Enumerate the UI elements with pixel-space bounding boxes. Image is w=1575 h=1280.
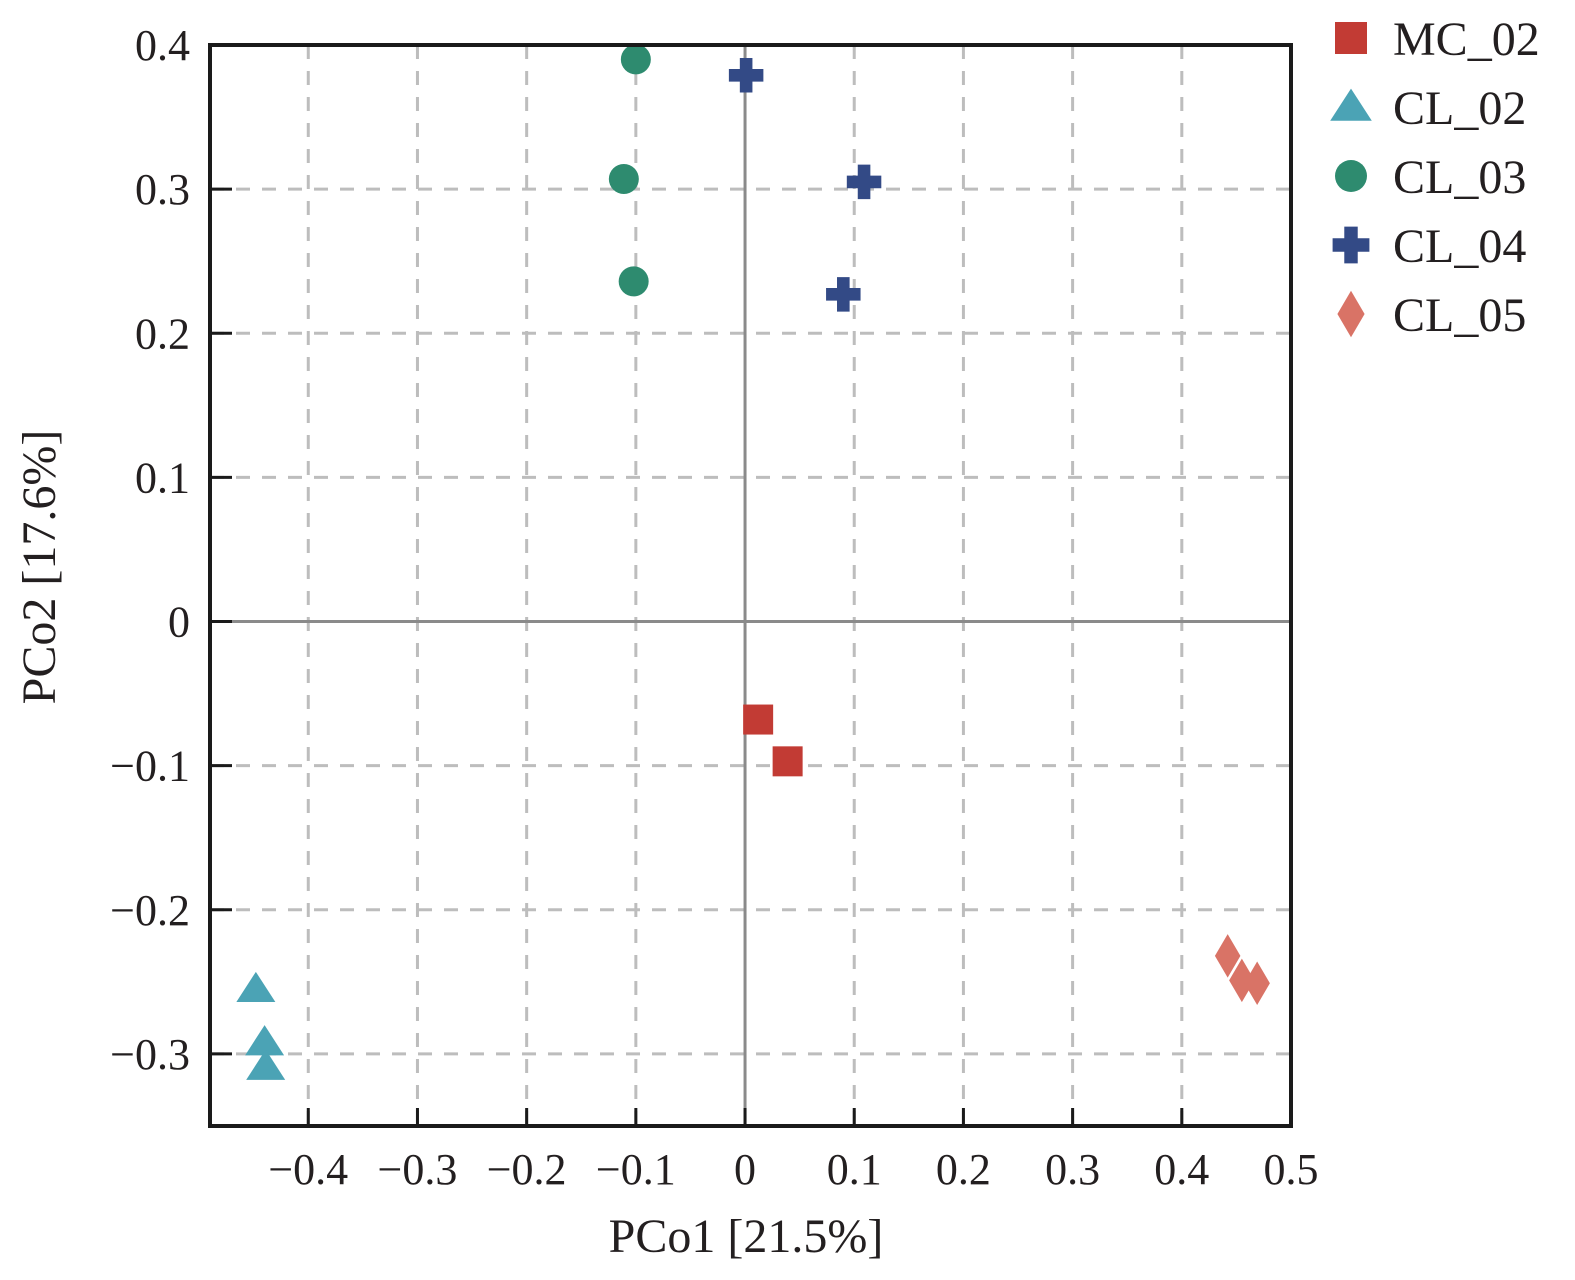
y-tick-label: 0.4	[135, 21, 190, 70]
x-axis-ticks: −0.4 −0.3 −0.2 −0.1 0 0.1 0.2 0.3 0.4 0.5	[268, 1108, 1319, 1194]
x-tick-label: −0.2	[487, 1145, 567, 1194]
data-points	[236, 44, 1270, 1080]
x-tick-label: −0.3	[378, 1145, 458, 1194]
data-point-cl-03	[618, 266, 649, 297]
zero-lines	[210, 45, 1291, 1126]
legend-item: MC_02	[1335, 13, 1540, 66]
y-tick-label: 0	[168, 598, 190, 647]
x-tick-label: 0.3	[1045, 1145, 1100, 1194]
data-point-cl-05	[1244, 961, 1270, 1006]
x-tick-label: −0.1	[596, 1145, 676, 1194]
legend-item: CL_02	[1330, 82, 1526, 135]
data-point-mc-02	[743, 704, 774, 735]
data-point-cl-02	[246, 1049, 286, 1080]
legend-marker-triangle	[1330, 88, 1372, 121]
data-point-cl-05	[1214, 934, 1241, 978]
y-tick-label: 0.1	[135, 453, 190, 502]
legend-marker-circle	[1335, 160, 1367, 192]
x-axis-title: PCo1 [21.5%]	[609, 1210, 884, 1263]
y-axis-ticks: 0.4 0.3 0.2 0.1 0 −0.1 −0.2 −0.3	[110, 21, 232, 1079]
data-point-cl-05	[1229, 958, 1255, 1003]
legend: MC_02 CL_02 CL_03 CL_04 CL_05	[1330, 13, 1540, 342]
data-point-cl-02	[245, 1025, 285, 1056]
data-point-cl-02	[236, 971, 276, 1003]
y-tick-label: −0.1	[110, 742, 190, 791]
x-tick-label: 0.5	[1264, 1145, 1319, 1194]
legend-label: CL_03	[1393, 151, 1526, 204]
data-point-cl-03	[620, 44, 651, 75]
data-point-cl-04	[826, 277, 861, 312]
legend-item: CL_04	[1332, 220, 1526, 273]
legend-label: MC_02	[1393, 13, 1540, 66]
y-axis-title: PCo2 [17.6%]	[13, 430, 66, 705]
legend-item: CL_03	[1335, 151, 1526, 204]
data-point-cl-04	[728, 58, 764, 93]
y-tick-label: 0.2	[135, 309, 190, 358]
legend-marker-plus	[1332, 226, 1370, 264]
grid-lines	[210, 45, 1291, 1126]
legend-label: CL_05	[1393, 289, 1526, 342]
x-tick-label: 0.2	[936, 1145, 991, 1194]
legend-marker-square	[1335, 22, 1367, 54]
y-tick-label: 0.3	[135, 165, 190, 214]
x-tick-label: 0	[734, 1145, 756, 1194]
plot-frame	[208, 43, 1293, 1128]
x-tick-label: 0.1	[827, 1145, 882, 1194]
data-point-cl-03	[608, 164, 639, 195]
y-tick-label: −0.2	[110, 886, 190, 935]
x-tick-label: 0.4	[1154, 1145, 1209, 1194]
y-tick-label: −0.3	[110, 1030, 190, 1079]
data-point-cl-04	[846, 164, 882, 200]
legend-label: CL_02	[1393, 82, 1526, 135]
x-tick-label: −0.4	[268, 1145, 348, 1194]
legend-marker-diamond	[1337, 290, 1365, 338]
legend-item: CL_05	[1337, 289, 1526, 342]
legend-label: CL_04	[1393, 220, 1526, 273]
data-point-mc-02	[772, 746, 803, 777]
